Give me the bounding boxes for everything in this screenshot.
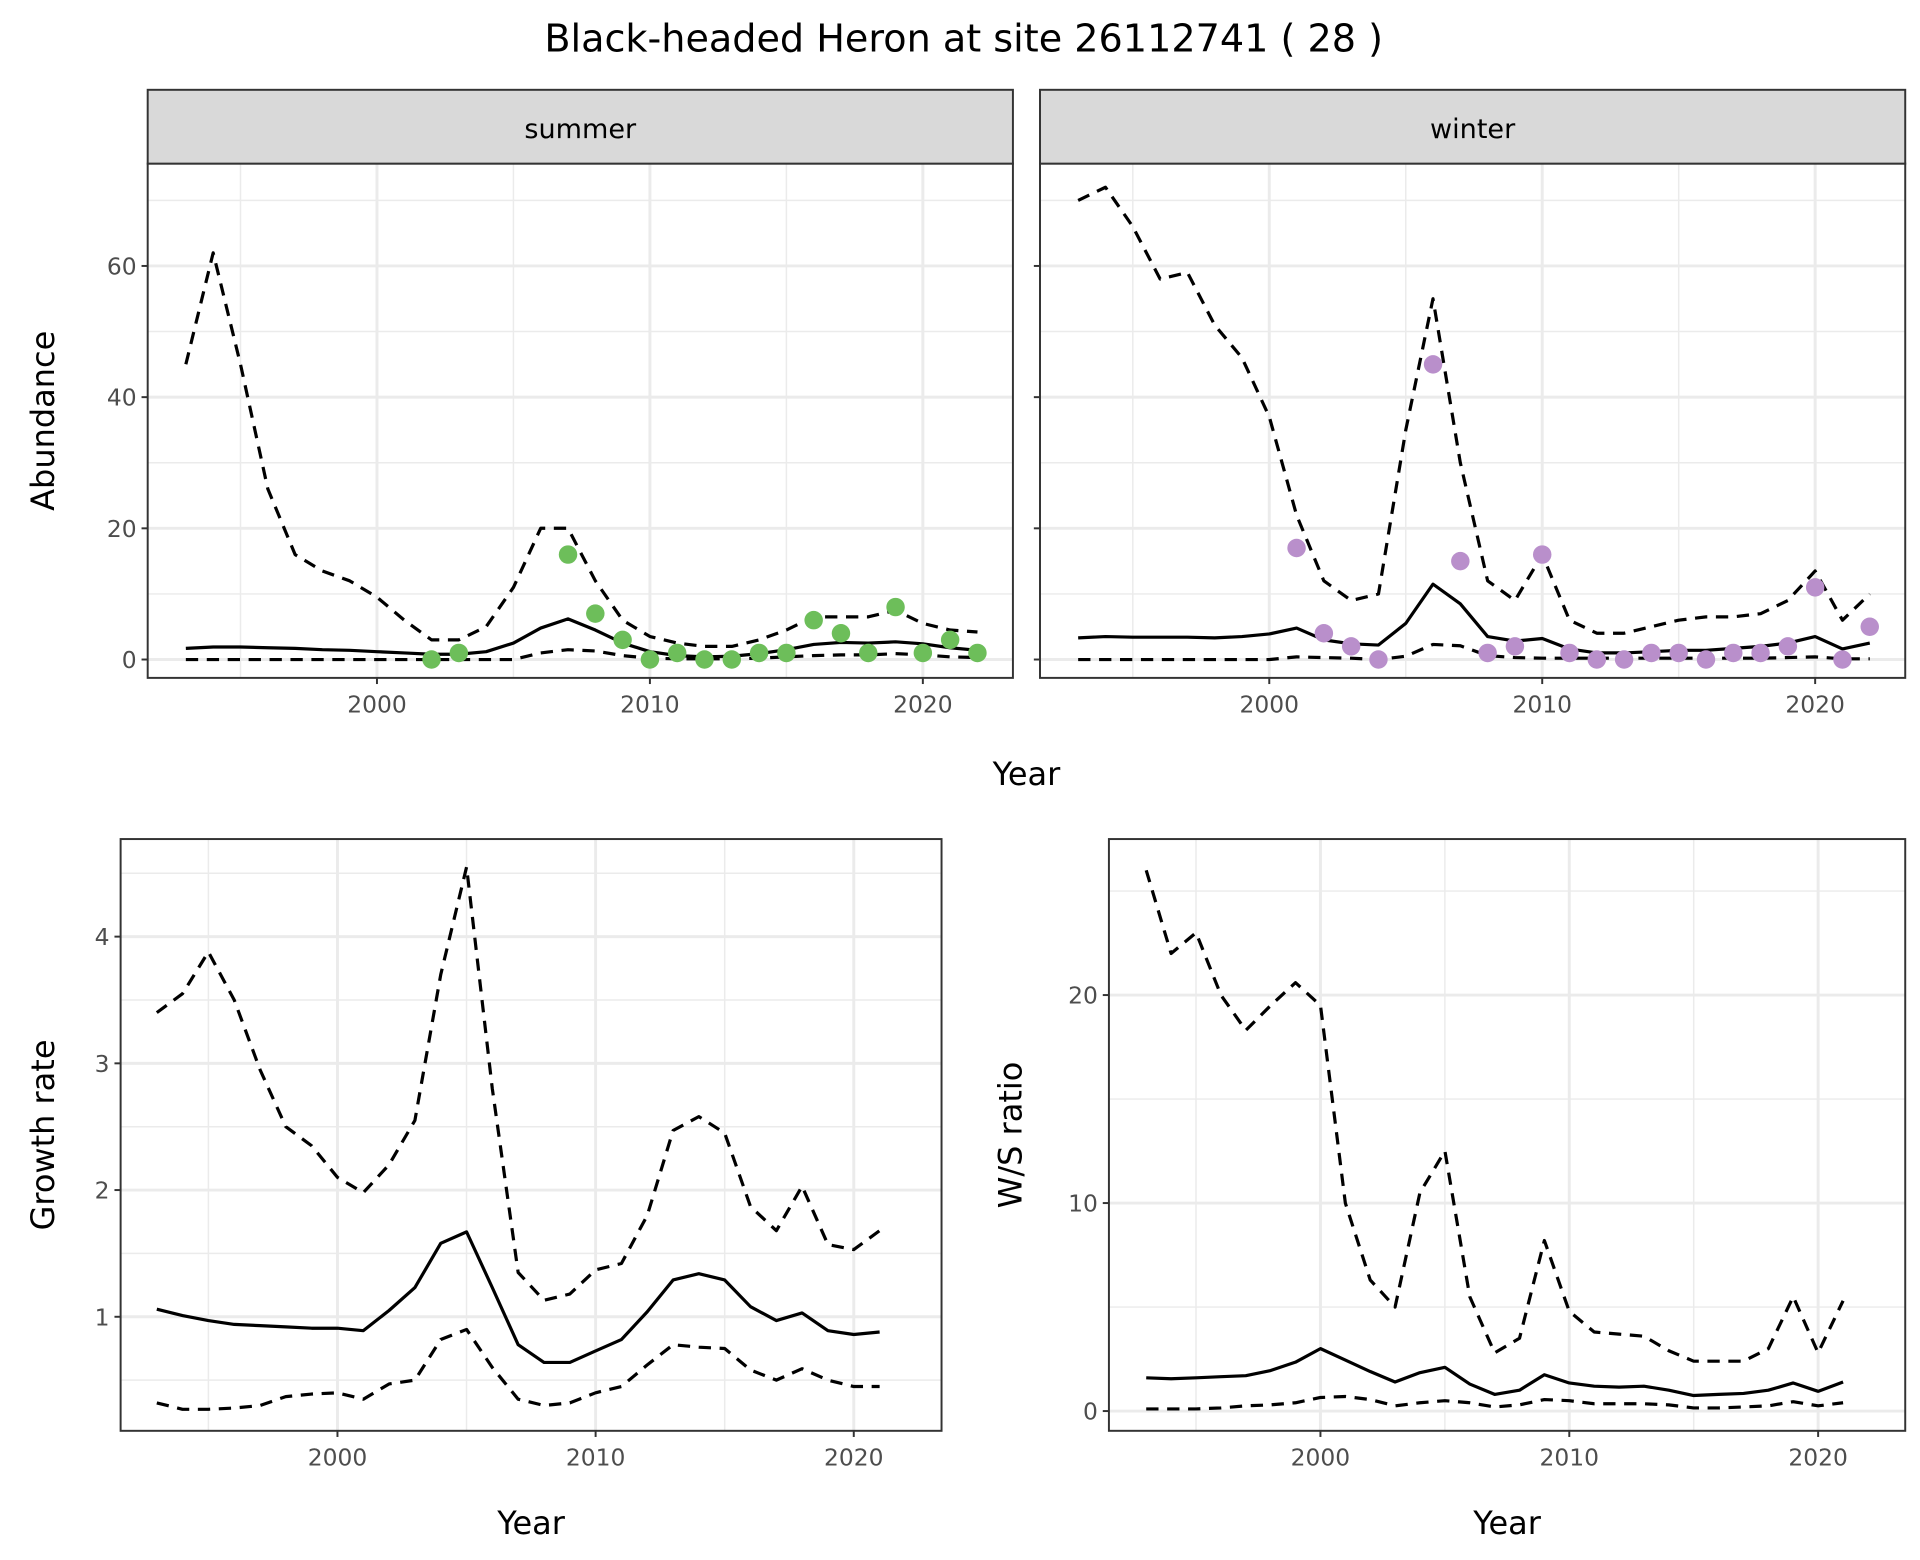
observed-point <box>586 604 605 623</box>
observed-point <box>777 643 796 663</box>
observed-point <box>695 650 714 669</box>
x-tick-label: 2020 <box>1788 1443 1848 1471</box>
y-axis-title: Growth rate <box>24 1039 62 1230</box>
facet-strip-label: summer <box>524 114 637 145</box>
upper-bound-line <box>1077 185 1871 635</box>
observed-point <box>1314 624 1334 643</box>
observed-point <box>667 643 687 663</box>
panel-border <box>1039 162 1907 679</box>
observed-point <box>913 643 933 663</box>
observed-point <box>749 643 769 663</box>
lower-bound-line <box>1146 1394 1844 1411</box>
observed-point <box>1614 650 1634 669</box>
y-tick-label: 20 <box>107 515 137 543</box>
observed-point <box>640 650 660 669</box>
x-tick-label: 2020 <box>824 1443 884 1471</box>
mean-line <box>156 1230 880 1365</box>
y-axis-title: Abundance <box>24 331 62 511</box>
observed-point <box>886 597 905 617</box>
x-tick-label: 2020 <box>1785 690 1845 718</box>
observed-point <box>722 650 742 669</box>
observed-point <box>1696 650 1716 669</box>
observed-point <box>1369 650 1388 669</box>
panel-border <box>1107 838 1907 1432</box>
y-tick-label: 2 <box>95 1177 110 1205</box>
observed-point <box>1778 637 1798 656</box>
y-tick-label: 10 <box>1068 1190 1098 1218</box>
lower-bound-line <box>156 1327 880 1411</box>
y-tick-label: 20 <box>1068 982 1098 1010</box>
upper-bound-line <box>155 865 881 1302</box>
observed-point <box>1724 643 1743 663</box>
chart-title: Black-headed Heron at site 26112741 ( 28… <box>544 17 1383 61</box>
observed-point <box>1587 650 1607 669</box>
panel-ws: 2000 2010 2020 0 10 20 W/S ratio Year <box>992 838 1907 1542</box>
x-axis-title: Year <box>1472 1504 1542 1542</box>
x-tick-label: 2000 <box>1240 690 1300 718</box>
facet-strip <box>146 88 1014 165</box>
facet-strip <box>1039 88 1907 165</box>
x-tick-label: 2010 <box>1540 1443 1600 1471</box>
observed-point <box>968 643 987 663</box>
observed-point <box>1478 643 1497 663</box>
lower-bound-line <box>1078 642 1870 662</box>
x-tick-label: 2000 <box>1291 1443 1351 1471</box>
x-tick-label: 2020 <box>893 690 953 718</box>
observed-point <box>1751 643 1770 663</box>
y-tick-label: 0 <box>122 646 137 674</box>
observed-point <box>1833 650 1852 669</box>
observed-point <box>1532 545 1552 564</box>
observed-point <box>422 650 441 669</box>
panel-border <box>146 162 1014 679</box>
x-tick-label: 2000 <box>347 690 407 718</box>
y-tick-label: 40 <box>107 384 137 412</box>
observed-point <box>804 610 823 630</box>
observed-point <box>1642 643 1661 663</box>
observed-point <box>831 624 851 643</box>
observed-point <box>940 630 960 650</box>
shared-x-axis-title: Year <box>992 755 1062 793</box>
observed-point <box>558 545 578 564</box>
observed-point <box>859 643 878 663</box>
x-tick-label: 2010 <box>566 1443 626 1471</box>
y-axis-title: W/S ratio <box>992 1062 1030 1209</box>
observed-point <box>1669 643 1688 663</box>
observed-point <box>449 643 469 663</box>
x-tick-label: 2010 <box>1512 690 1572 718</box>
y-tick-label: 3 <box>95 1050 110 1078</box>
panel-winter: winter 2000 2010 2020 <box>1033 88 1907 718</box>
facet-strip-label: winter <box>1430 114 1516 145</box>
mean-line <box>1146 1347 1844 1398</box>
y-tick-label: 0 <box>1083 1398 1098 1426</box>
x-tick-label: 2010 <box>620 690 680 718</box>
y-tick-label: 4 <box>95 923 110 951</box>
observed-point <box>1560 643 1579 663</box>
upper-bound-line <box>1144 869 1845 1363</box>
observed-point <box>1505 637 1525 656</box>
x-axis-title: Year <box>496 1504 566 1542</box>
y-tick-label: 1 <box>95 1303 110 1331</box>
observed-point <box>1287 538 1306 558</box>
observed-point <box>1423 355 1443 374</box>
lower-bound-line <box>185 648 978 662</box>
mean-line <box>185 617 978 659</box>
observed-point <box>1805 578 1825 597</box>
x-tick-label: 2000 <box>308 1443 368 1471</box>
panel-growth: 2000 2010 2020 1 2 3 4 Growth rate Year <box>24 838 943 1542</box>
y-tick-label: 60 <box>107 253 137 281</box>
panel-border <box>119 838 943 1432</box>
observed-point <box>1860 617 1879 636</box>
observed-point <box>613 630 632 650</box>
panel-summer: summer 2000 2010 2020 0 20 40 60 Abundance <box>24 88 1014 718</box>
observed-point <box>1451 551 1470 571</box>
upper-bound-line <box>184 251 978 648</box>
observed-point <box>1341 637 1361 656</box>
